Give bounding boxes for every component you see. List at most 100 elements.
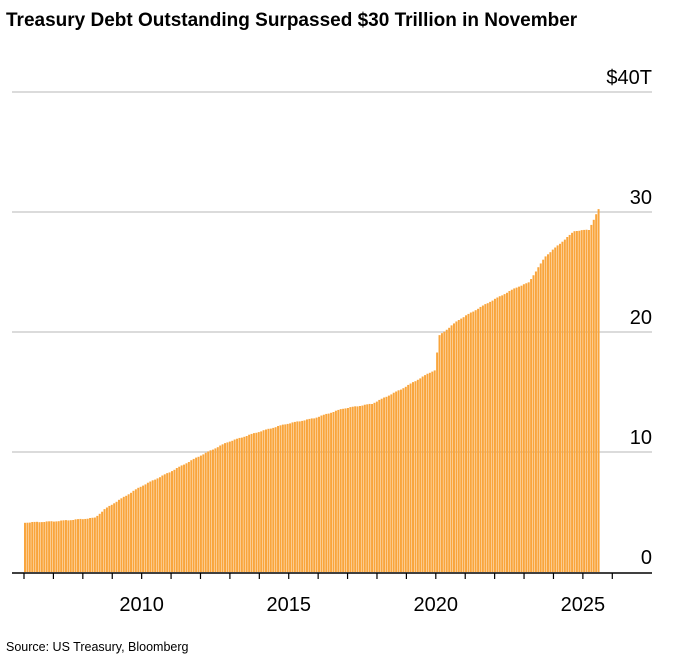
bar (199, 455, 202, 572)
bar (452, 323, 455, 572)
bar (450, 325, 453, 572)
bar (175, 468, 178, 572)
bar (142, 485, 145, 572)
bar (238, 437, 241, 572)
x-tick-label: 2010 (119, 594, 164, 616)
bar (252, 433, 255, 572)
bar (243, 436, 246, 572)
bar (303, 420, 306, 572)
bar (583, 229, 586, 573)
bar (84, 518, 87, 572)
bar (67, 520, 70, 572)
bar (361, 405, 364, 572)
bar (380, 398, 383, 572)
bar (115, 501, 118, 572)
bar (320, 415, 323, 572)
bar (332, 412, 335, 572)
bar (113, 503, 116, 572)
bar (373, 402, 376, 572)
bar (532, 275, 535, 572)
y-tick-labels: 0 10 20 30 $40T (606, 67, 652, 569)
x-tick-label: 2025 (561, 594, 606, 616)
bar (544, 256, 547, 572)
bar (257, 432, 260, 572)
bar (277, 426, 280, 572)
bar (431, 371, 434, 572)
bar (412, 382, 414, 572)
bar (414, 381, 417, 572)
bar (245, 436, 248, 572)
bar (274, 427, 277, 572)
bar (486, 303, 489, 572)
bar (74, 519, 77, 572)
bar (438, 335, 441, 572)
bar (525, 283, 528, 572)
y-tick-label: 10 (630, 427, 652, 449)
bar (460, 318, 463, 572)
bar (428, 372, 431, 572)
bar (262, 430, 265, 572)
bar (443, 331, 446, 572)
bar (231, 440, 234, 572)
bar (506, 292, 508, 572)
bar (190, 460, 193, 572)
bar (91, 517, 94, 572)
bar (81, 519, 84, 572)
bar (419, 378, 422, 572)
bar (383, 397, 386, 572)
bar (43, 522, 46, 572)
bar (554, 247, 557, 572)
bar (462, 317, 465, 572)
bar (421, 376, 424, 572)
bar (484, 304, 487, 572)
bar (204, 452, 207, 572)
bar (69, 520, 72, 572)
bar (296, 421, 299, 572)
bar (301, 420, 304, 572)
bar (255, 432, 258, 572)
bar (45, 521, 48, 572)
bar (402, 388, 405, 572)
bar (467, 313, 470, 572)
bar (286, 423, 289, 572)
bar (224, 443, 227, 572)
bar (31, 522, 34, 572)
bar (409, 383, 412, 572)
bar (134, 489, 137, 572)
bar (378, 399, 381, 572)
bar (125, 495, 128, 572)
bar (375, 401, 378, 572)
bar (399, 389, 402, 572)
bar (359, 406, 361, 572)
bar (590, 224, 593, 572)
bar (387, 395, 390, 572)
bar (448, 327, 451, 572)
bar (38, 522, 41, 572)
bar (368, 403, 371, 572)
bar (183, 464, 186, 572)
bar (137, 487, 140, 572)
bar (209, 450, 212, 572)
bar (585, 229, 588, 572)
bar (457, 320, 460, 572)
bar (185, 463, 188, 572)
bar (221, 444, 224, 572)
x-ticks: 2010 2015 2020 2025 (23, 573, 613, 616)
bar (168, 472, 171, 572)
bar (571, 232, 574, 572)
bar (404, 386, 407, 572)
bar (344, 408, 347, 572)
bar (236, 438, 239, 572)
bar (580, 230, 583, 572)
bar (28, 522, 31, 572)
bar (122, 496, 125, 572)
bar (202, 454, 205, 572)
bar (98, 513, 101, 572)
bar (327, 413, 330, 572)
bar (498, 296, 501, 572)
bar (228, 441, 231, 572)
bar (556, 245, 559, 573)
bar (493, 298, 496, 572)
bar (339, 409, 342, 572)
bar (214, 448, 217, 572)
